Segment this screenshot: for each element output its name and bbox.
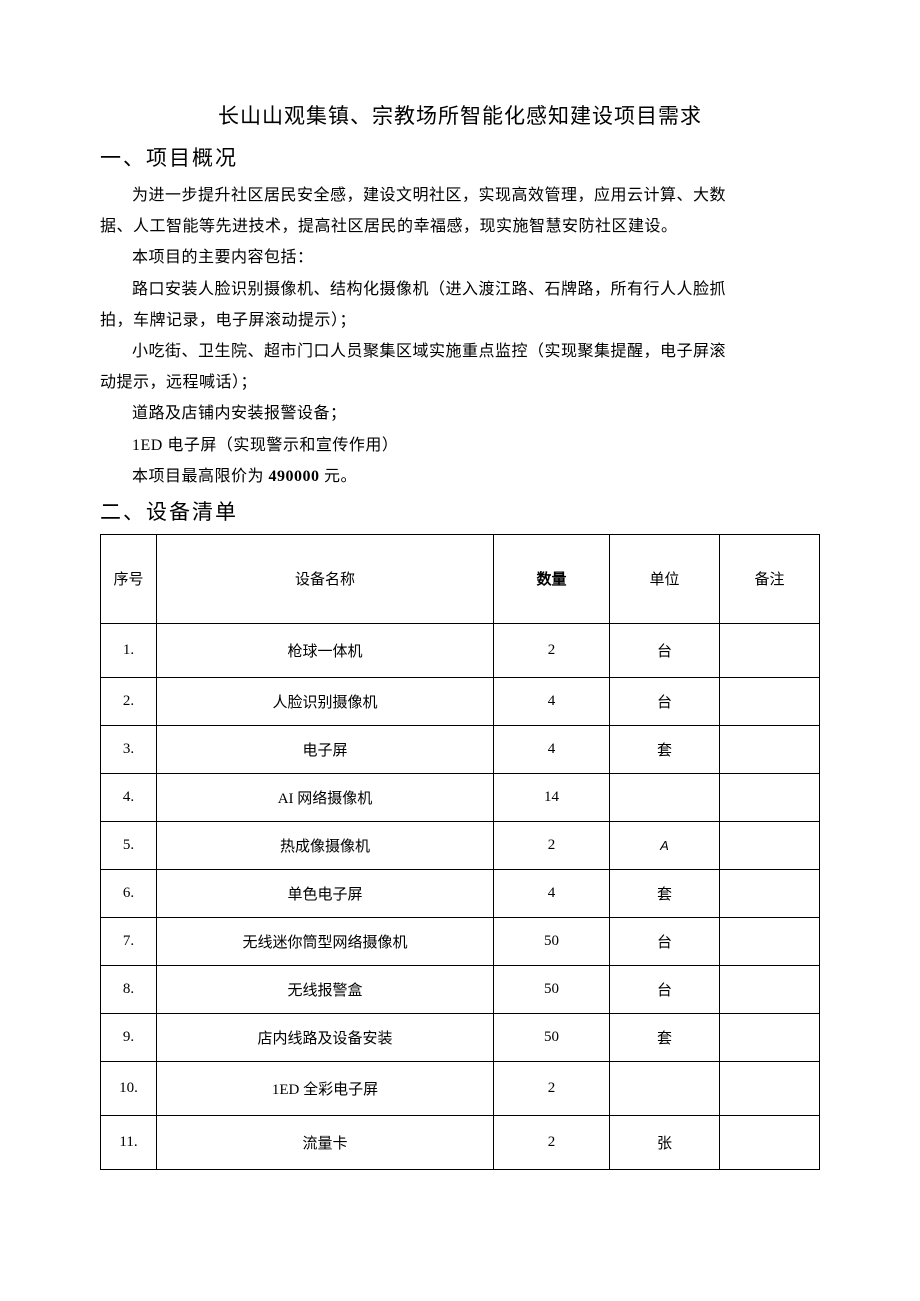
cell-index: 8. <box>101 965 157 1013</box>
cell-remark <box>720 1061 820 1115</box>
cell-index: 1. <box>101 623 157 677</box>
cell-index: 9. <box>101 1013 157 1061</box>
table-row: 1.枪球一体机2台 <box>101 623 820 677</box>
overview-p3-line1: 路口安装人脸识别摄像机、结构化摄像机（进入渡江路、石牌路，所有行人人脸抓 <box>100 274 820 305</box>
cell-remark <box>720 1115 820 1169</box>
overview-p5: 道路及店铺内安装报警设备； <box>100 398 820 429</box>
cell-name: 人脸识别摄像机 <box>157 677 494 725</box>
cell-name: 电子屏 <box>157 725 494 773</box>
col-header-name: 设备名称 <box>157 534 494 623</box>
overview-p2: 本项目的主要内容包括： <box>100 242 820 273</box>
price-prefix: 本项目最高限价为 <box>132 468 269 485</box>
table-row: 5.热成像摄像机2A <box>101 821 820 869</box>
overview-p4-line1: 小吃街、卫生院、超市门口人员聚集区域实施重点监控（实现聚集提醒，电子屏滚 <box>100 336 820 367</box>
cell-unit <box>610 773 720 821</box>
cell-qty: 4 <box>494 677 610 725</box>
cell-unit: 台 <box>610 677 720 725</box>
cell-name: 枪球一体机 <box>157 623 494 677</box>
cell-index: 7. <box>101 917 157 965</box>
overview-p3-line2: 拍，车牌记录，电子屏滚动提示）； <box>100 305 820 336</box>
cell-name: 店内线路及设备安装 <box>157 1013 494 1061</box>
cell-name: 流量卡 <box>157 1115 494 1169</box>
cell-qty: 50 <box>494 1013 610 1061</box>
cell-index: 4. <box>101 773 157 821</box>
cell-name: 无线报警盒 <box>157 965 494 1013</box>
cell-remark <box>720 965 820 1013</box>
cell-qty: 2 <box>494 623 610 677</box>
col-header-index: 序号 <box>101 534 157 623</box>
cell-unit: 张 <box>610 1115 720 1169</box>
cell-qty: 50 <box>494 965 610 1013</box>
cell-qty: 2 <box>494 1061 610 1115</box>
cell-unit: A <box>610 821 720 869</box>
cell-remark <box>720 677 820 725</box>
cell-qty: 4 <box>494 725 610 773</box>
section-equipment-heading: 二、设备清单 <box>100 496 820 526</box>
cell-name: 无线迷你筒型网络摄像机 <box>157 917 494 965</box>
overview-price: 本项目最高限价为 490000 元。 <box>100 461 820 492</box>
paragraph-block: 路口安装人脸识别摄像机、结构化摄像机（进入渡江路、石牌路，所有行人人脸抓 拍，车… <box>100 274 820 336</box>
cell-index: 10. <box>101 1061 157 1115</box>
table-header-row: 序号 设备名称 数量 单位 备注 <box>101 534 820 623</box>
cell-unit: 套 <box>610 869 720 917</box>
cell-unit <box>610 1061 720 1115</box>
overview-p1-line2: 据、人工智能等先进技术，提高社区居民的幸福感，现实施智慧安防社区建设。 <box>100 211 820 242</box>
table-row: 2.人脸识别摄像机4台 <box>101 677 820 725</box>
table-row: 4.AI 网络摄像机14 <box>101 773 820 821</box>
cell-qty: 14 <box>494 773 610 821</box>
overview-p4-line2: 动提示，远程喊话）； <box>100 367 820 398</box>
document-page: 长山山观集镇、宗教场所智能化感知建设项目需求 一、项目概况 为进一步提升社区居民… <box>0 0 920 1230</box>
overview-p1-line1: 为进一步提升社区居民安全感，建设文明社区，实现高效管理，应用云计算、大数 <box>100 180 820 211</box>
cell-name: 单色电子屏 <box>157 869 494 917</box>
cell-name: AI 网络摄像机 <box>157 773 494 821</box>
cell-name: 热成像摄像机 <box>157 821 494 869</box>
overview-p6: 1ED 电子屏（实现警示和宣传作用） <box>100 430 820 461</box>
table-row: 9.店内线路及设备安装50套 <box>101 1013 820 1061</box>
cell-unit: 套 <box>610 1013 720 1061</box>
cell-qty: 50 <box>494 917 610 965</box>
cell-remark <box>720 725 820 773</box>
cell-qty: 2 <box>494 1115 610 1169</box>
cell-index: 2. <box>101 677 157 725</box>
price-suffix: 元。 <box>320 468 358 485</box>
cell-unit: 套 <box>610 725 720 773</box>
table-row: 11.流量卡2张 <box>101 1115 820 1169</box>
cell-unit: 台 <box>610 965 720 1013</box>
cell-unit: 台 <box>610 623 720 677</box>
cell-index: 3. <box>101 725 157 773</box>
col-header-remark: 备注 <box>720 534 820 623</box>
paragraph-block: 小吃街、卫生院、超市门口人员聚集区域实施重点监控（实现聚集提醒，电子屏滚 动提示… <box>100 336 820 398</box>
cell-remark <box>720 1013 820 1061</box>
cell-remark <box>720 917 820 965</box>
table-row: 8.无线报警盒50台 <box>101 965 820 1013</box>
cell-index: 5. <box>101 821 157 869</box>
equipment-table: 序号 设备名称 数量 单位 备注 1.枪球一体机2台2.人脸识别摄像机4台3.电… <box>100 534 820 1170</box>
cell-remark <box>720 869 820 917</box>
section-overview-heading: 一、项目概况 <box>100 142 820 172</box>
table-row: 10.1ED 全彩电子屏2 <box>101 1061 820 1115</box>
table-row: 3.电子屏4套 <box>101 725 820 773</box>
col-header-qty: 数量 <box>494 534 610 623</box>
cell-unit: 台 <box>610 917 720 965</box>
table-row: 6.单色电子屏4套 <box>101 869 820 917</box>
price-value: 490000 <box>269 468 320 485</box>
col-header-unit: 单位 <box>610 534 720 623</box>
paragraph-block: 为进一步提升社区居民安全感，建设文明社区，实现高效管理，应用云计算、大数 据、人… <box>100 180 820 242</box>
cell-name: 1ED 全彩电子屏 <box>157 1061 494 1115</box>
cell-index: 6. <box>101 869 157 917</box>
table-row: 7.无线迷你筒型网络摄像机50台 <box>101 917 820 965</box>
cell-index: 11. <box>101 1115 157 1169</box>
cell-remark <box>720 623 820 677</box>
cell-qty: 4 <box>494 869 610 917</box>
cell-remark <box>720 773 820 821</box>
equipment-table-body: 1.枪球一体机2台2.人脸识别摄像机4台3.电子屏4套4.AI 网络摄像机145… <box>101 623 820 1169</box>
cell-qty: 2 <box>494 821 610 869</box>
document-title: 长山山观集镇、宗教场所智能化感知建设项目需求 <box>100 100 820 130</box>
cell-remark <box>720 821 820 869</box>
